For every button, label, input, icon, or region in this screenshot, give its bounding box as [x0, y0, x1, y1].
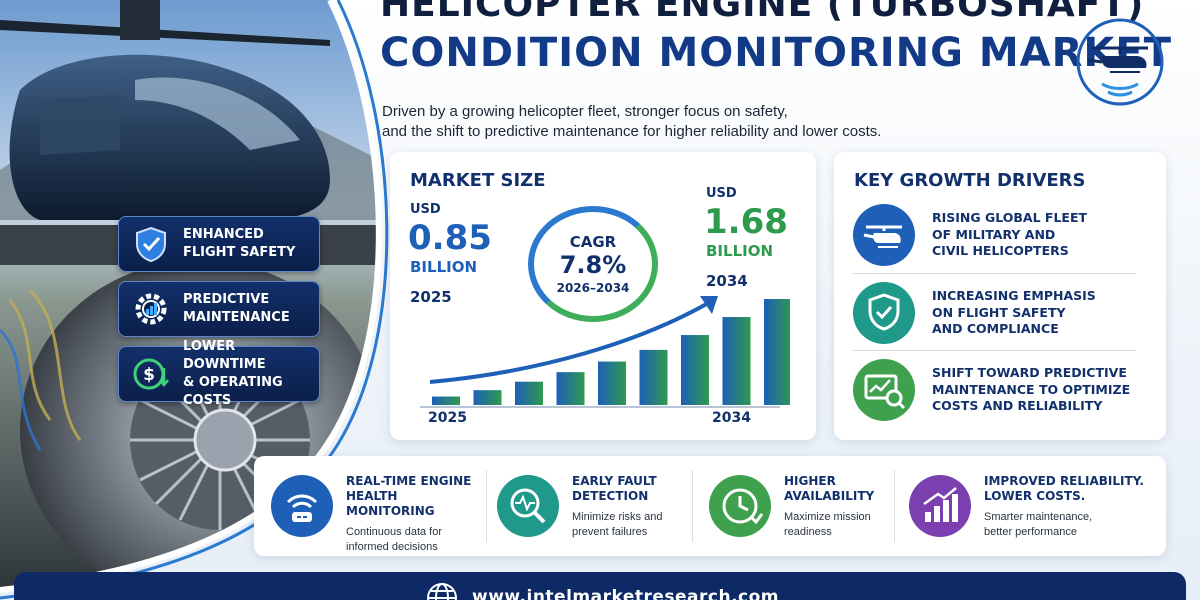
- growth-bar: [432, 396, 460, 405]
- benefit-desc: informed decisions: [346, 541, 438, 553]
- growth-bar: [473, 390, 502, 405]
- end-value: 1.68: [704, 202, 788, 242]
- feature-line1: PREDICTIVE: [183, 292, 270, 307]
- divider: [852, 273, 1136, 274]
- start-year: 2025: [410, 288, 452, 306]
- start-currency: USD: [410, 202, 441, 217]
- driver-line: AND COMPLIANCE: [932, 321, 1059, 337]
- feature-predictive-maintenance: PREDICTIVE MAINTENANCE: [118, 281, 320, 337]
- wifi-sensor-icon: [271, 475, 333, 537]
- benefit-desc: Minimize risks and: [572, 511, 663, 523]
- feature-flight-safety: ENHANCED FLIGHT SAFETY: [118, 216, 320, 272]
- start-unit: BILLION: [410, 258, 478, 276]
- benefit-desc: prevent failures: [572, 526, 648, 538]
- growth-drivers-heading: KEY GROWTH DRIVERS: [854, 170, 1086, 191]
- driver-line: ON FLIGHT SAFETY: [932, 304, 1066, 320]
- chart-magnifier-icon: [853, 359, 915, 421]
- driver-line: INCREASING EMPHASIS: [932, 288, 1096, 304]
- end-currency: USD: [706, 186, 737, 201]
- cagr-period: 2026–2034: [556, 281, 630, 295]
- feature-lower-downtime: $ LOWER DOWNTIME & OPERATING COSTS: [118, 339, 320, 408]
- growth-bar: [681, 335, 709, 405]
- benefit-item: IMPROVED RELIABILITY. LOWER COSTS. Smart…: [908, 470, 1158, 542]
- divider: [894, 470, 895, 542]
- svg-text:$: $: [143, 365, 155, 385]
- shield-check-icon: [136, 226, 166, 263]
- page-title-line1: HELICOPTER ENGINE (TURBOSHAFT): [380, 0, 1145, 25]
- benefit-heading: REAL-TIME ENGINE: [346, 474, 472, 488]
- end-unit: BILLION: [706, 242, 774, 260]
- benefit-heading: AVAILABILITY: [784, 489, 875, 503]
- benefit-heading: HIGHER: [784, 474, 836, 488]
- growth-arrowhead: [700, 296, 718, 314]
- driver-item: INCREASING EMPHASIS ON FLIGHT SAFETY AND…: [852, 278, 1136, 348]
- helicopter-icon: [853, 204, 915, 266]
- growth-bar: [515, 381, 543, 405]
- market-size-heading: MARKET SIZE: [410, 170, 546, 191]
- benefit-item: REAL-TIME ENGINE HEALTH MONITORING Conti…: [270, 470, 488, 553]
- footer-bar: www.intelmarketresearch.com: [14, 572, 1186, 600]
- growth-bar-chart: [420, 296, 790, 408]
- growth-bar: [598, 361, 626, 405]
- axis-start-label: 2025: [428, 410, 467, 426]
- driver-line: CIVIL HELICOPTERS: [932, 243, 1069, 259]
- driver-line: MAINTENANCE TO OPTIMIZE: [932, 381, 1131, 397]
- driver-line: COSTS AND RELIABILITY: [932, 398, 1103, 414]
- benefits-strip: REAL-TIME ENGINE HEALTH MONITORING Conti…: [254, 456, 1166, 556]
- page-title-line2: CONDITION MONITORING MARKET: [380, 30, 1173, 76]
- shield-check-icon: [853, 282, 915, 344]
- start-value: 0.85: [408, 218, 492, 258]
- end-year: 2034: [706, 272, 748, 290]
- magnifier-pulse-icon: [497, 475, 559, 537]
- benefit-item: EARLY FAULT DETECTION Minimize risks and…: [496, 470, 696, 542]
- growth-bar: [722, 317, 751, 405]
- benefit-heading: EARLY FAULT: [572, 474, 657, 488]
- cagr-value: 7.8%: [559, 251, 627, 279]
- divider: [692, 470, 693, 542]
- benefit-desc: better performance: [984, 526, 1077, 538]
- cagr-badge: CAGR 7.8% 2026–2034: [528, 206, 658, 322]
- benefit-desc: Smarter maintenance,: [984, 511, 1093, 523]
- feature-line2: & OPERATING COSTS: [183, 375, 283, 408]
- driver-line: OF MILITARY AND: [932, 226, 1056, 242]
- driver-line: SHIFT TOWARD PREDICTIVE: [932, 365, 1127, 381]
- bar-growth-icon: [909, 475, 971, 537]
- benefit-desc: Continuous data for: [346, 526, 443, 538]
- feature-line1: LOWER DOWNTIME: [183, 339, 266, 372]
- subtitle-line2: and the shift to predictive maintenance …: [382, 123, 882, 140]
- clock-check-icon: [709, 475, 771, 537]
- benefit-heading: IMPROVED RELIABILITY.: [984, 474, 1144, 488]
- driver-item: SHIFT TOWARD PREDICTIVE MAINTENANCE TO O…: [852, 355, 1136, 425]
- divider: [852, 350, 1136, 351]
- gear-chart-icon: [135, 293, 167, 325]
- benefit-item: HIGHER AVAILABILITY Maximize mission rea…: [708, 470, 898, 542]
- feature-line1: ENHANCED: [183, 227, 264, 242]
- benefit-desc: Maximize mission: [784, 511, 871, 523]
- driver-line: RISING GLOBAL FLEET: [932, 210, 1088, 226]
- feature-line2: MAINTENANCE: [183, 310, 290, 325]
- benefit-heading: LOWER COSTS.: [984, 489, 1086, 503]
- globe-icon: [427, 583, 457, 600]
- benefit-heading: HEALTH MONITORING: [346, 489, 435, 518]
- growth-drivers-card: KEY GROWTH DRIVERS RISING GLOBAL FLEET O…: [834, 152, 1166, 440]
- helicopter-signal-icon: [1076, 18, 1164, 106]
- subtitle-line1: Driven by a growing helicopter fleet, st…: [382, 103, 788, 120]
- website-link[interactable]: www.intelmarketresearch.com: [472, 587, 779, 600]
- benefit-heading: DETECTION: [572, 489, 649, 503]
- dollar-down-icon: $: [133, 358, 169, 390]
- axis-end-label: 2034: [712, 410, 751, 426]
- cagr-label: CAGR: [569, 233, 617, 251]
- feature-line2: FLIGHT SAFETY: [183, 245, 296, 260]
- growth-bar: [639, 349, 668, 405]
- market-size-card: MARKET SIZE USD 0.85 BILLION 2025 CAGR 7…: [390, 152, 816, 440]
- growth-bar: [556, 372, 585, 405]
- page-subtitle: Driven by a growing helicopter fleet, st…: [382, 102, 1022, 142]
- driver-item: RISING GLOBAL FLEET OF MILITARY AND CIVI…: [852, 200, 1136, 270]
- benefit-desc: readiness: [784, 526, 832, 538]
- divider: [486, 470, 487, 542]
- growth-arrow: [429, 300, 711, 384]
- growth-bar: [764, 299, 790, 405]
